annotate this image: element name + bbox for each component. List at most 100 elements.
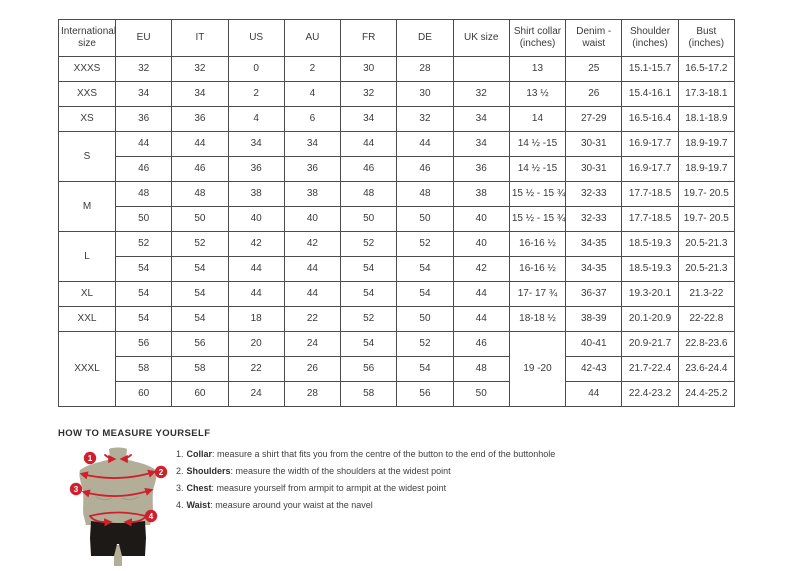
table-cell: 50 (452, 381, 510, 407)
mannequin-shorts (90, 521, 146, 556)
table-cell: 30-31 (565, 131, 623, 157)
table-cell: 18.9-19.7 (677, 156, 736, 182)
table-cell: 48 (452, 356, 510, 382)
instruction-text: : measure the width of the shoulders at … (230, 466, 451, 476)
table-cell: 4 (227, 106, 285, 132)
table-cell: 19.7- 20.5 (677, 181, 736, 207)
table-cell: 26 (283, 356, 342, 382)
table-cell: 54 (396, 281, 454, 307)
instruction-label: Waist (186, 500, 211, 510)
table-cell: 14 ½ -15 (508, 156, 567, 182)
table-cell: 20.5-21.3 (677, 256, 736, 282)
table-cell: 14 ½ -15 (508, 131, 567, 157)
table-cell: 54 (114, 281, 173, 307)
table-cell: 36-37 (565, 281, 623, 307)
table-cell: 6 (283, 106, 342, 132)
table-cell: 32 (340, 81, 398, 107)
table-cell: 15.4-16.1 (621, 81, 679, 107)
table-row: XXXL 56 56 20 24 54 52 46 19 -20 40-41 20.9-21.7 22… (58, 331, 736, 407)
table-cell: XS (58, 106, 116, 132)
table-cell: 38-39 (565, 306, 623, 332)
table-cell: 48 (396, 181, 454, 207)
table-row: XXL 54 54 18 22 52 50 44 18-18 ½ 38-39 20.1-20.9 22… (58, 306, 736, 332)
table-cell: 42 (283, 231, 342, 257)
table-cell: 36 (114, 106, 173, 132)
table-cell: 54 (114, 256, 173, 282)
table-cell: 18 (227, 306, 285, 332)
table-cell: 44 (227, 281, 285, 307)
svg-text:4: 4 (149, 512, 154, 521)
table-cell: 44 (114, 131, 173, 157)
table-cell: 48 (114, 181, 173, 207)
column-header: DE (396, 19, 454, 57)
table-cell: 20 (227, 331, 285, 357)
table-cell: 34 (114, 81, 173, 107)
mannequin-figure: 1 2 3 4 (62, 445, 172, 566)
table-cell: 54 (340, 281, 398, 307)
column-header: UK size (452, 19, 510, 57)
table-cell: 16.9-17.7 (621, 131, 679, 157)
table-cell: 17.7-18.5 (621, 206, 679, 232)
svg-text:2: 2 (159, 468, 164, 477)
table-cell: 32-33 (565, 181, 623, 207)
table-cell: 2 (227, 81, 285, 107)
table-cell: 60 (114, 381, 173, 407)
table-cell: 18.5-19.3 (621, 256, 679, 282)
table-cell: 16.5-17.2 (677, 56, 736, 82)
table-cell: 50 (114, 206, 173, 232)
measure-instruction: 1. Collar: measure a shirt that fits you … (176, 448, 746, 460)
table-cell: 15.1-15.7 (621, 56, 679, 82)
table-cell: 26 (565, 81, 623, 107)
measure-section-title: HOW TO MEASURE YOURSELF (58, 428, 211, 439)
table-cell: 50 (396, 306, 454, 332)
table-cell: 50 (396, 206, 454, 232)
table-cell: 58 (340, 381, 398, 407)
table-cell: 36 (227, 156, 285, 182)
table-cell: 32-33 (565, 206, 623, 232)
table-cell: 19 -20 (508, 331, 567, 407)
table-cell: M (58, 181, 116, 232)
table-cell: 15 ½ - 15 ¾ (508, 181, 567, 207)
table-row: 54 54 44 44 54 54 42 16-16 ½ 34-35 18.5-19.3 20.5-… (59, 256, 736, 282)
table-cell (452, 56, 510, 82)
column-header: Shoulder (inches) (621, 19, 679, 57)
table-cell: 0 (227, 56, 285, 82)
table-cell: 30-31 (565, 156, 623, 182)
table-cell: 54 (171, 281, 229, 307)
chest-measure-arrow (81, 487, 154, 498)
table-cell: 56 (340, 356, 398, 382)
table-cell: L (58, 231, 116, 282)
column-header: International size (58, 19, 116, 57)
table-cell: 40 (452, 231, 510, 257)
table-cell: 34 (171, 81, 229, 107)
table-cell: 18.1-18.9 (677, 106, 736, 132)
table-cell: XXXL (58, 331, 116, 407)
table-cell: 52 (171, 231, 229, 257)
table-row: XXXS 32 32 0 2 30 28 13 25 15.1-15.7 16.5-17.2 (58, 56, 736, 82)
table-cell: 54 (171, 306, 229, 332)
table-cell: 4 (283, 81, 342, 107)
table-cell: 60 (171, 381, 229, 407)
table-cell: 50 (171, 206, 229, 232)
table-cell: 34 (452, 106, 510, 132)
column-header: US (227, 19, 285, 57)
table-cell: 36 (171, 106, 229, 132)
table-cell: 34 (227, 131, 285, 157)
table-cell: 48 (340, 181, 398, 207)
table-row: S 44 44 34 34 44 44 34 14 ½ -15 30-31 16.9-17.7 18.… (58, 131, 736, 182)
table-cell: 32 (396, 106, 454, 132)
svg-text:3: 3 (74, 485, 79, 494)
table-cell: 56 (114, 331, 173, 357)
table-cell: XXS (58, 81, 116, 107)
collar-measure-arrows (104, 454, 132, 464)
table-cell: 34-35 (565, 231, 623, 257)
instruction-number: 3. (176, 483, 184, 493)
table-cell: 56 (171, 331, 229, 357)
instruction-text: : measure yourself from armpit to armpit… (211, 483, 447, 493)
column-header: Shirt collar (inches) (508, 19, 567, 57)
table-cell: 54 (114, 306, 173, 332)
table-cell: 38 (452, 181, 510, 207)
table-cell: 28 (396, 56, 454, 82)
table-cell: 21.7-22.4 (621, 356, 679, 382)
